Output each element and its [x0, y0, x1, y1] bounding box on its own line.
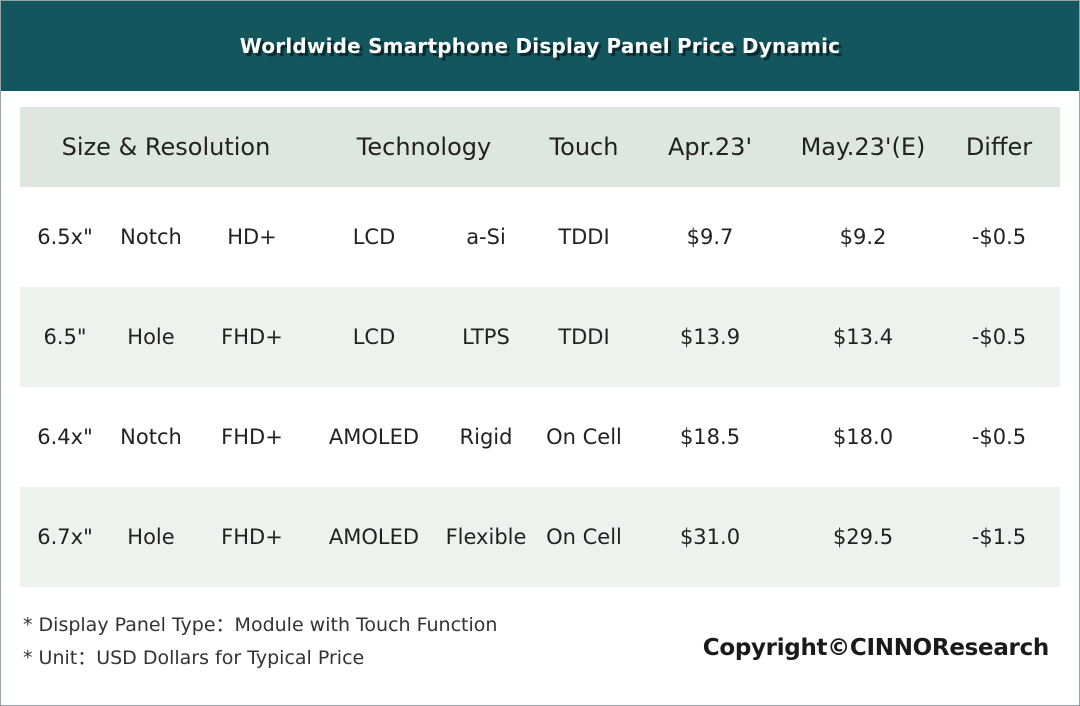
cell-cutout: Hole: [127, 325, 175, 349]
header-differ: Differ: [965, 133, 1033, 161]
cell-touch: On Cell: [546, 525, 622, 549]
cell-backplane: a-Si: [466, 225, 506, 249]
cell-backplane: Rigid: [459, 425, 513, 449]
table-header-row: Size & Resolution Technology Touch Apr.2…: [20, 107, 1060, 187]
cell-resolution: HD+: [227, 225, 277, 249]
cell-may-price: $13.4: [832, 325, 894, 349]
cell-differ: -$0.5: [971, 325, 1027, 349]
cell-resolution: FHD+: [221, 425, 283, 449]
cell-display-type: AMOLED: [328, 425, 420, 449]
cell-backplane: Flexible: [445, 525, 527, 549]
cell-display-type: AMOLED: [328, 525, 420, 549]
cell-differ: -$0.5: [971, 225, 1027, 249]
title-bar: Worldwide Smartphone Display Panel Price…: [1, 1, 1079, 91]
cell-resolution: FHD+: [221, 525, 283, 549]
cell-display-type: LCD: [352, 325, 396, 349]
table-row: 6.5" Hole FHD+ LCD LTPS TDDI $13.9 $13.4 -$0.5: [20, 287, 1060, 387]
cell-apr-price: $13.9: [679, 325, 741, 349]
header-may: May.23'(E): [800, 133, 926, 161]
cell-differ: -$0.5: [971, 425, 1027, 449]
cell-size: 6.7x": [37, 525, 93, 549]
cell-may-price: $29.5: [832, 525, 894, 549]
cell-size: 6.4x": [37, 425, 93, 449]
cell-cutout: Hole: [127, 525, 175, 549]
cell-display-type: LCD: [352, 225, 396, 249]
cell-touch: On Cell: [546, 425, 622, 449]
cell-touch: TDDI: [558, 325, 610, 349]
cell-size: 6.5": [43, 325, 87, 349]
cell-apr-price: $9.7: [686, 225, 734, 249]
cell-differ: -$1.5: [971, 525, 1027, 549]
cell-may-price: $9.2: [839, 225, 887, 249]
header-size-resolution: Size & Resolution: [61, 133, 271, 161]
cell-cutout: Notch: [120, 425, 182, 449]
cell-backplane: LTPS: [462, 325, 510, 349]
cell-resolution: FHD+: [221, 325, 283, 349]
table-row: 6.4x" Notch FHD+ AMOLED Rigid On Cell $18.5 $18…: [20, 387, 1060, 487]
header-touch: Touch: [549, 133, 619, 161]
table-row: 6.5x" Notch HD+ LCD a-Si TDDI $9.7 $9.2 -$0.5: [20, 187, 1060, 287]
chart-title: Worldwide Smartphone Display Panel Price…: [239, 34, 841, 58]
footnote-unit: * Unit：USD Dollars for Typical Price: [23, 647, 365, 669]
table-row: 6.7x" Hole FHD+ AMOLED Flexible On Cell $31.0 $…: [20, 487, 1060, 587]
footnotes: * Display Panel Type：Module with Touch F…: [23, 609, 497, 675]
footnote-panel-type: * Display Panel Type：Module with Touch F…: [23, 614, 498, 636]
cell-apr-price: $18.5: [679, 425, 741, 449]
cell-may-price: $18.0: [832, 425, 894, 449]
header-apr: Apr.23': [667, 133, 753, 161]
cell-touch: TDDI: [558, 225, 610, 249]
copyright-text: Copyright©CINNOResearch: [702, 635, 1050, 661]
cell-cutout: Notch: [120, 225, 182, 249]
cell-size: 6.5x": [37, 225, 93, 249]
cell-apr-price: $31.0: [679, 525, 741, 549]
header-technology: Technology: [356, 133, 492, 161]
